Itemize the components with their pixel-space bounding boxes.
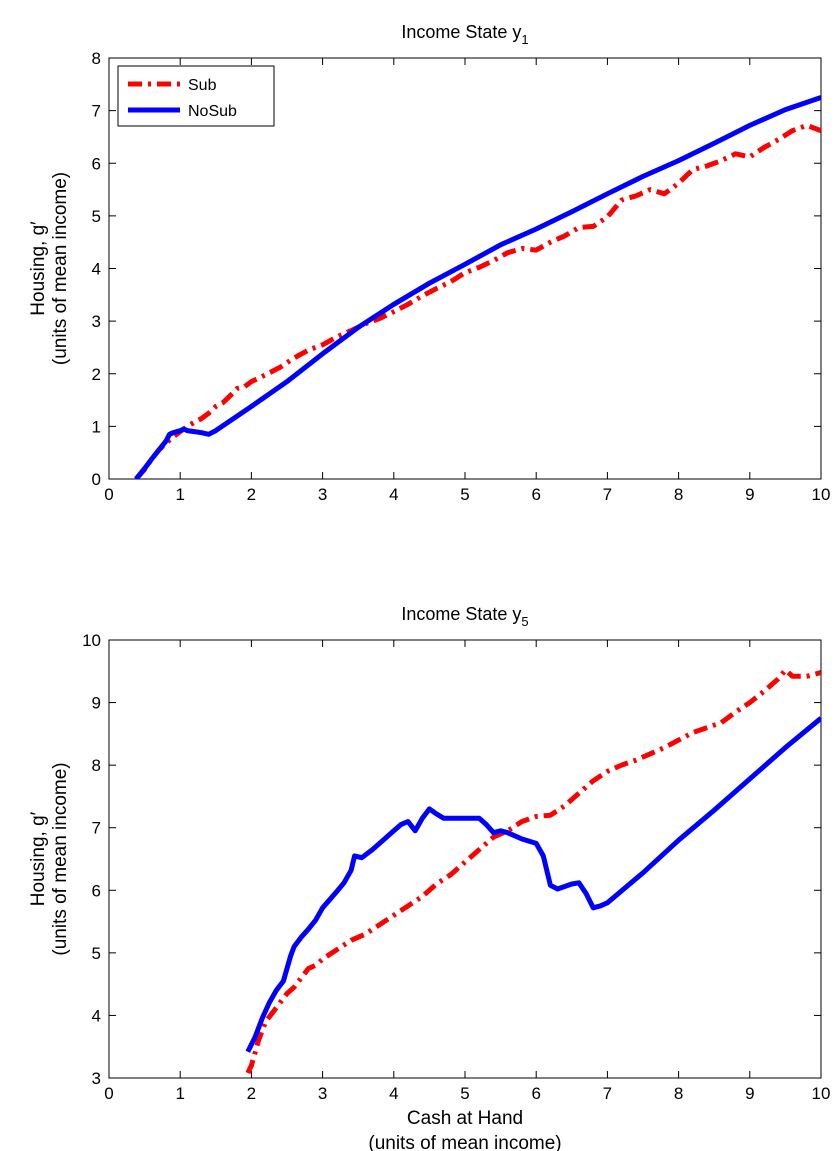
- y-axis-label-units: (units of mean income): [50, 172, 71, 365]
- y-axis-label-units: (units of mean income): [50, 762, 71, 955]
- y-tick-label: 5: [92, 944, 101, 963]
- x-tick-label: 10: [812, 1084, 831, 1103]
- series-sub: [134, 122, 821, 479]
- chart-panel-1: Income State y10 1 2 3 4 5 6 7 8 9 10012345678Hous…: [28, 22, 830, 504]
- x-tick-label: 9: [745, 1084, 754, 1103]
- series-line-nosub: [134, 95, 821, 479]
- x-tick-label: 10: [812, 485, 831, 504]
- x-tick-label: 7: [603, 1084, 612, 1103]
- y-tick-label: 1: [92, 417, 101, 436]
- y-tick-label: 3: [92, 1069, 101, 1088]
- chart-title-subscript: 5: [521, 614, 528, 629]
- series-line-sub: [134, 122, 821, 479]
- chart-title-text: Income State y: [401, 22, 521, 42]
- x-tick-label: 3: [318, 1084, 327, 1103]
- legend-box: [117, 65, 275, 127]
- y-axis-label: Housing, g′: [28, 221, 49, 316]
- x-tick-label: 0: [104, 485, 113, 504]
- y-tick-label: 3: [92, 312, 101, 331]
- series-nosub: [245, 716, 821, 1053]
- x-tick-label: 6: [531, 485, 540, 504]
- legend-label-nosub: NoSub: [188, 103, 237, 120]
- y-tick-label: 0: [92, 470, 101, 489]
- x-tick-label: 6: [531, 1084, 540, 1103]
- plot-area-frame: [108, 639, 822, 1079]
- legend-label-sub: Sub: [188, 77, 217, 94]
- x-tick-label: 2: [247, 1084, 256, 1103]
- series-line-sub: [245, 667, 821, 1075]
- x-tick-label: 2: [247, 485, 256, 504]
- y-tick-label: 10: [82, 631, 101, 650]
- x-tick-label: 1: [175, 1084, 184, 1103]
- chart-panel-2: Income State y50 1 2 3 4 5 6 7 8 9 10345678910Hous…: [28, 604, 830, 1151]
- x-tick-label: 3: [318, 485, 327, 504]
- y-tick-label: 7: [92, 102, 101, 121]
- chart-title-text: Income State y: [401, 604, 521, 624]
- series-nosub: [134, 95, 821, 479]
- series-line-nosub: [245, 716, 821, 1053]
- chart-title-subscript: 1: [521, 32, 528, 47]
- x-tick-label: 7: [603, 485, 612, 504]
- chart-title: Income State y1: [401, 22, 528, 47]
- y-tick-label: 2: [92, 365, 101, 384]
- chart-title: Income State y5: [401, 604, 528, 629]
- y-tick-label: 4: [92, 260, 101, 279]
- series-sub: [245, 667, 821, 1075]
- x-axis-label: Cash at Hand: [407, 1108, 523, 1129]
- y-tick-label: 8: [92, 756, 101, 775]
- x-tick-label: 8: [674, 1084, 683, 1103]
- x-tick-label: 4: [389, 485, 398, 504]
- y-tick-label: 6: [92, 154, 101, 173]
- y-tick-label: 4: [92, 1006, 101, 1025]
- y-tick-label: 7: [92, 819, 101, 838]
- x-tick-label: 5: [460, 485, 469, 504]
- y-axis-label: Housing, g′: [28, 811, 49, 906]
- x-tick-label: 9: [745, 485, 754, 504]
- y-tick-label: 8: [92, 49, 101, 68]
- x-tick-label: 8: [674, 485, 683, 504]
- y-tick-label: 9: [92, 694, 101, 713]
- x-tick-label: 5: [460, 1084, 469, 1103]
- x-axis-label-units: (units of mean income): [368, 1133, 561, 1151]
- legend: Sub NoSub: [117, 65, 275, 127]
- y-tick-label: 5: [92, 207, 101, 226]
- x-tick-label: 1: [175, 485, 184, 504]
- y-tick-label: 6: [92, 881, 101, 900]
- x-tick-label: 0: [104, 1084, 113, 1103]
- x-tick-label: 4: [389, 1084, 398, 1103]
